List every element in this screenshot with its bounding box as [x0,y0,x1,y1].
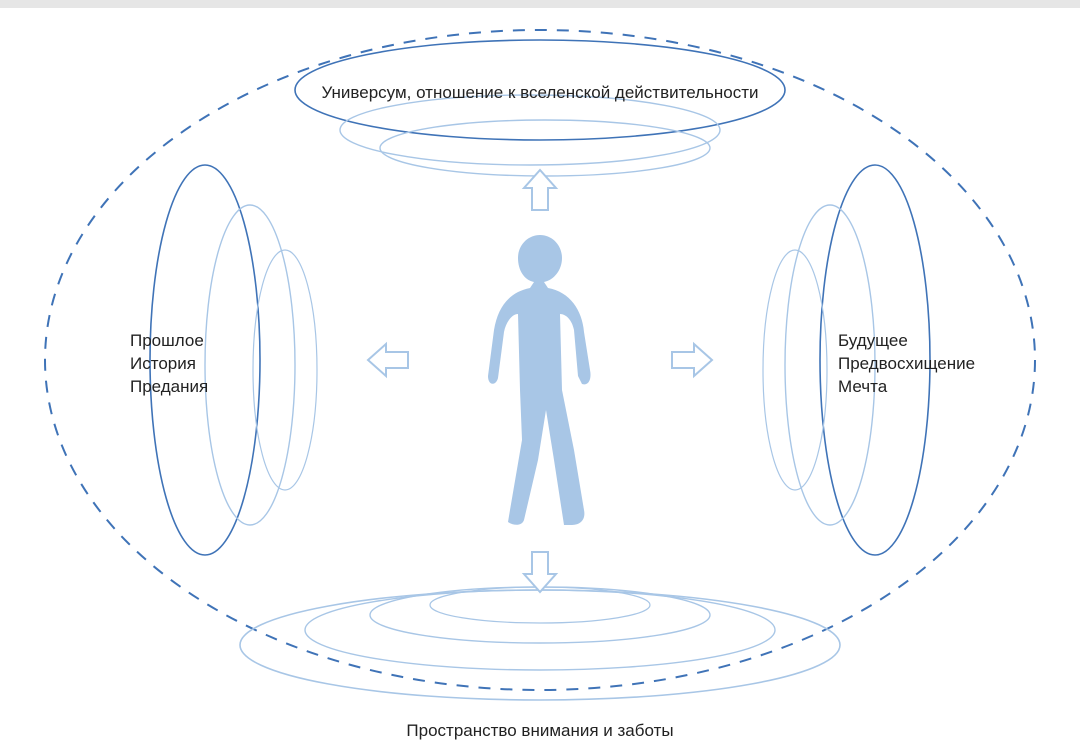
diagram-canvas: Универсум, отношение к вселенской действ… [0,0,1080,744]
label-left: Прошлое История Предания [130,330,208,399]
arrow-down-icon [524,552,556,592]
arrow-right-icon [672,344,712,376]
arrow-left-icon [368,344,408,376]
label-right: Будущее Предвосхищение Мечта [838,330,975,399]
label-bottom: Пространство внимания и заботы [406,720,673,743]
person-icon [488,235,591,525]
label-top: Универсум, отношение к вселенской действ… [321,82,758,105]
